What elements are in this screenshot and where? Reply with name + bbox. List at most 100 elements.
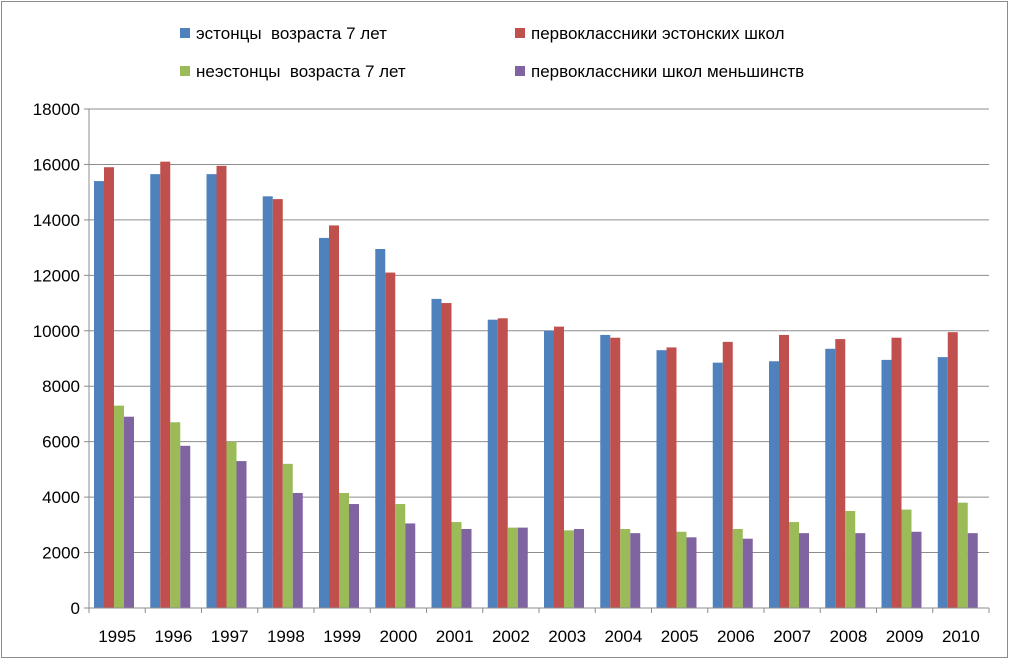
bar: [517, 527, 528, 608]
bar: [574, 528, 584, 608]
bar: [461, 528, 472, 608]
bar: [497, 318, 508, 608]
legend-swatch: [180, 66, 190, 76]
legend-label: неэстонцы возраста 7 лет: [196, 62, 406, 81]
bar: [124, 416, 134, 608]
bar: [742, 538, 753, 608]
bar: [835, 339, 846, 608]
x-tick-label: 1998: [267, 627, 305, 646]
bar: [911, 531, 922, 608]
bar: [712, 362, 723, 608]
bar: [272, 199, 283, 608]
bar: [544, 330, 554, 608]
x-tick-label: 2001: [436, 627, 474, 646]
bar: [451, 522, 462, 608]
bar: [779, 334, 789, 608]
x-tick-label: 2003: [548, 627, 586, 646]
x-tick-label: 2009: [886, 627, 924, 646]
x-tick-label: 1995: [98, 627, 136, 646]
bar: [676, 531, 687, 608]
bar: [375, 248, 386, 608]
bar: [957, 502, 968, 608]
bar: [891, 337, 902, 608]
bar: [630, 533, 641, 608]
bar-series: [94, 161, 978, 609]
y-tick-label: 6000: [42, 433, 80, 452]
bar: [319, 237, 329, 609]
y-tick-label: 8000: [42, 377, 80, 396]
bar: [180, 445, 191, 608]
bar: [329, 225, 339, 608]
bar: [94, 181, 104, 609]
bar: [385, 272, 396, 608]
bar: [610, 337, 621, 608]
x-tick-label: 2010: [942, 627, 980, 646]
bar: [799, 533, 809, 608]
bar: [114, 405, 124, 608]
bar: [487, 319, 498, 608]
bar: [769, 361, 779, 608]
bar: [262, 196, 273, 608]
bar: [937, 357, 948, 608]
y-tick-label: 12000: [33, 266, 80, 285]
bar: [104, 167, 114, 608]
x-tick-label: 1996: [154, 627, 192, 646]
bar: [947, 332, 958, 608]
x-tick-label: 2007: [773, 627, 811, 646]
y-tick-label: 2000: [42, 544, 80, 563]
legend-label: первоклассники эстонских школ: [531, 24, 785, 43]
bar: [967, 533, 978, 608]
bar: [564, 530, 574, 608]
bar: [656, 350, 667, 608]
x-tick-label: 2005: [661, 627, 699, 646]
y-tick-label: 18000: [33, 100, 80, 119]
bar: [395, 504, 406, 608]
bar: [732, 528, 743, 608]
legend-label: эстонцы возраста 7 лет: [196, 24, 387, 43]
bar: [160, 161, 171, 608]
bar: [554, 326, 564, 608]
bar: [216, 165, 227, 608]
bar: [150, 174, 161, 608]
bar: [845, 510, 856, 608]
bar: [881, 359, 892, 608]
bar: [282, 463, 293, 608]
bar: [170, 422, 181, 608]
x-tick-label: 1999: [323, 627, 361, 646]
legend: эстонцы возраста 7 лет первоклассники эст…: [180, 24, 804, 81]
bar: [405, 523, 416, 608]
x-tick-label: 2000: [379, 627, 417, 646]
x-tick-label: 2006: [717, 627, 755, 646]
bar: [349, 504, 359, 608]
bar: [686, 537, 697, 608]
bar: [620, 528, 631, 608]
y-tick-label: 0: [71, 599, 80, 618]
bar: [855, 533, 866, 608]
legend-swatch: [515, 28, 525, 38]
x-tick-label: 2008: [829, 627, 867, 646]
y-tick-label: 4000: [42, 488, 80, 507]
bar: [431, 298, 442, 608]
bar: [226, 441, 237, 608]
legend-swatch: [180, 28, 190, 38]
bar: [206, 174, 217, 608]
bar: [236, 461, 247, 608]
y-axis-ticks: 0 2000 4000 6000 8000 10000 12000 14000 16000 180…: [33, 100, 89, 618]
bar: [292, 492, 303, 608]
bar: [901, 509, 912, 608]
bar: [722, 341, 733, 608]
bar: [825, 348, 836, 608]
y-tick-label: 14000: [33, 211, 80, 230]
x-tick-label: 1997: [211, 627, 249, 646]
x-tick-label: 2002: [492, 627, 530, 646]
bar: [339, 492, 349, 608]
y-tick-label: 16000: [33, 155, 80, 174]
bar: [666, 347, 677, 608]
y-tick-label: 10000: [33, 322, 80, 341]
bar: [441, 303, 452, 608]
x-axis-ticks: 1995 1996 1997 1998 1999 2000 2001 2002 2003 2004…: [88, 608, 990, 646]
bar: [507, 527, 518, 608]
legend-swatch: [515, 66, 525, 76]
x-tick-label: 2004: [604, 627, 642, 646]
